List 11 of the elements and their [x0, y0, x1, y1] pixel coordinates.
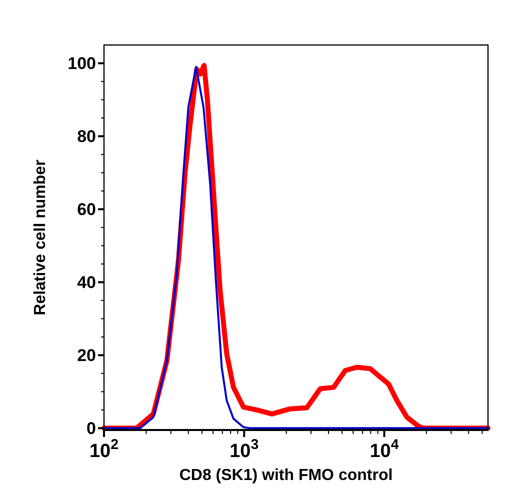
x-axis-title: CD8 (SK1) with FMO control — [179, 467, 393, 484]
x-tick-label: 10$^{2}$ — [89, 437, 119, 462]
y-tick-label: 60 — [77, 200, 96, 220]
x-tick-label: 10$^{4}$ — [370, 437, 399, 462]
y-tick-label: 20 — [77, 346, 96, 366]
y-tick-label: 100 — [68, 54, 96, 74]
x-tick-label: 10$^{3}$ — [230, 437, 259, 462]
y-tick-label: 80 — [77, 127, 96, 146]
y-axis-title: Relative cell number — [32, 160, 49, 316]
y-tick-label: 40 — [77, 273, 96, 292]
y-tick-label: 0 — [86, 419, 96, 438]
